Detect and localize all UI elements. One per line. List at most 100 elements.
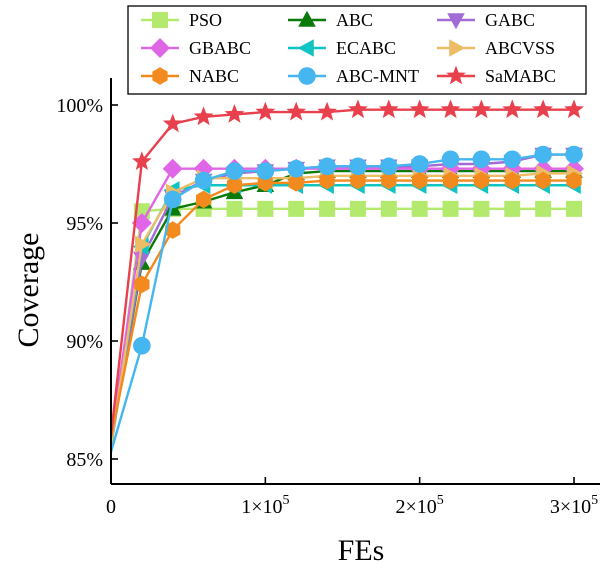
legend-marker [152, 12, 168, 28]
legend-marker [150, 38, 170, 58]
data-point [226, 200, 243, 217]
data-point [535, 200, 552, 217]
data-point [255, 101, 276, 121]
legend-label: ABCVSS [485, 38, 555, 58]
data-point [319, 171, 335, 190]
data-point [318, 157, 336, 176]
data-point [257, 200, 274, 217]
data-point [381, 171, 397, 190]
data-point [410, 155, 429, 173]
data-point [442, 200, 459, 217]
data-point [349, 157, 367, 176]
legend-item-abcvss: ABCVSS [437, 38, 555, 58]
series-layer [111, 99, 584, 453]
legend-marker [152, 67, 168, 85]
data-point [440, 99, 461, 119]
legend-item-abc: ABC [288, 10, 373, 30]
data-point [288, 174, 304, 192]
legend-marker [298, 67, 316, 85]
data-point [165, 221, 181, 239]
data-point [409, 99, 430, 119]
series-line [111, 179, 574, 438]
legend-marker [297, 39, 314, 57]
legend-label: ABC [336, 10, 373, 30]
data-point [504, 171, 520, 190]
data-point [503, 150, 522, 169]
data-point [566, 171, 582, 190]
data-point [162, 158, 183, 179]
data-point [226, 176, 243, 195]
data-point [134, 275, 150, 294]
y-tick-label: 95% [66, 213, 103, 235]
y-tick-label: 100% [56, 95, 103, 117]
legend-item-gbabc: GBABC [141, 38, 251, 58]
data-point [564, 99, 584, 119]
series-line [111, 153, 574, 453]
data-point [471, 99, 492, 119]
x-axis-title: FEs [338, 534, 385, 567]
data-point [225, 162, 244, 180]
ticks: 85% 90% 95% 100% 0 1×105 2×105 3×105 [56, 95, 598, 518]
x-tick-label: 3×105 [550, 493, 598, 518]
data-point [412, 171, 428, 190]
data-point [193, 106, 214, 126]
legend-marker [446, 65, 466, 85]
legend-label: GBABC [189, 38, 251, 58]
legend-label: ECABC [336, 38, 396, 58]
data-point [133, 336, 151, 355]
legend-box [127, 5, 587, 95]
data-point [566, 200, 582, 217]
data-point [319, 200, 336, 217]
data-point [350, 171, 366, 190]
data-point [256, 162, 275, 180]
data-point [163, 190, 182, 209]
legend-label: GABC [485, 10, 535, 30]
data-point [349, 200, 366, 217]
x-tick-label: 0 [106, 496, 116, 518]
data-point [411, 200, 428, 217]
data-point [131, 213, 152, 233]
series-pso [111, 200, 582, 450]
data-point [287, 159, 306, 178]
data-point [224, 104, 245, 123]
data-point [286, 101, 307, 121]
legend-label: ABC-MNT [336, 66, 419, 86]
series-line [111, 184, 574, 448]
series-line [111, 207, 574, 450]
data-point [502, 99, 523, 119]
legend-item-pso: PSO [141, 10, 222, 30]
data-point [504, 200, 521, 217]
series-samabc [111, 99, 584, 436]
y-tick-label: 90% [66, 331, 103, 353]
data-point [535, 171, 551, 190]
data-point [348, 99, 368, 119]
data-point [441, 150, 460, 169]
legend-label: SaMABC [485, 66, 556, 86]
data-point [162, 113, 183, 133]
legend-item-ecabc: ECABC [288, 38, 396, 58]
data-point [317, 101, 337, 121]
data-point [131, 151, 152, 171]
data-point [378, 99, 399, 119]
data-point [442, 171, 459, 190]
data-point [565, 145, 583, 164]
data-point [473, 171, 490, 190]
series-abc-mnt [111, 145, 583, 453]
data-point [473, 200, 490, 217]
series-line [111, 172, 574, 446]
series-line [111, 167, 574, 441]
legend-marker [449, 39, 466, 57]
legend: PSO ABC GABC GBABC ECABC ABCVSS NABC ABC-MNT SaM… [127, 5, 587, 95]
data-point [288, 200, 305, 217]
data-point [194, 171, 213, 190]
legend-label: PSO [189, 10, 222, 30]
data-point [380, 200, 397, 217]
data-point [135, 235, 152, 254]
legend-item-samabc: SaMABC [437, 65, 556, 86]
legend-item-gabc: GABC [437, 10, 535, 30]
series-nabc [111, 171, 582, 438]
data-point [472, 150, 491, 169]
x-tick-label: 2×105 [396, 493, 444, 518]
legend-label: NABC [189, 66, 239, 86]
